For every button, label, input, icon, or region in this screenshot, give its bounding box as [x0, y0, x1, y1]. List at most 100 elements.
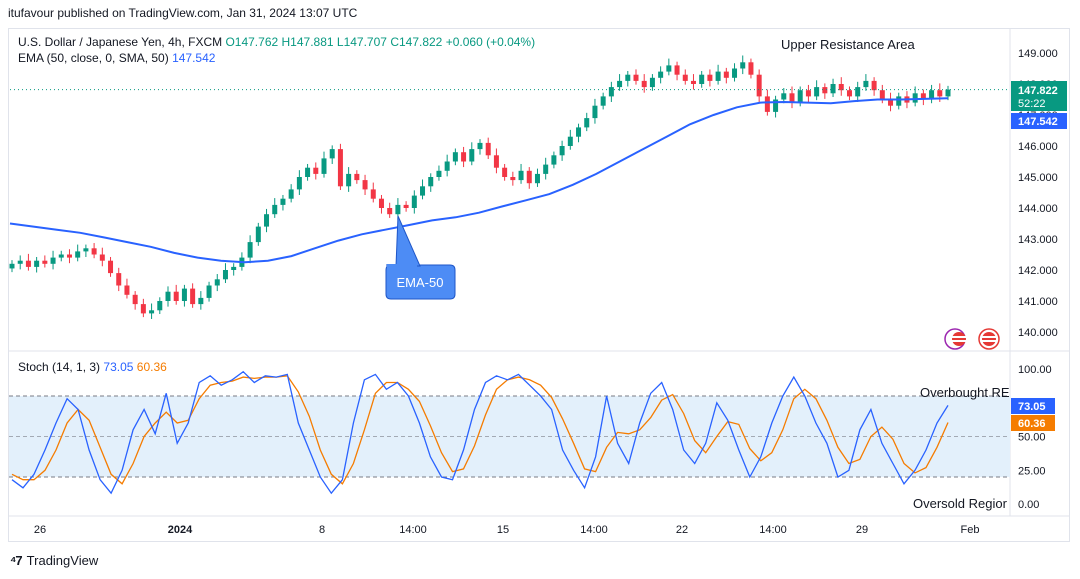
candle-body — [929, 90, 935, 100]
time-tick: 14:00 — [759, 524, 787, 536]
candle-body — [83, 248, 89, 252]
candle-body — [305, 167, 311, 177]
candle-body — [871, 80, 877, 91]
ohlc-change: +0.060 (+0.04%) — [445, 35, 536, 49]
candle-body — [395, 204, 401, 215]
candle-body — [452, 152, 458, 162]
ema-value: 147.542 — [172, 51, 216, 65]
candle-body — [436, 170, 442, 177]
candle-body — [773, 99, 779, 112]
stoch-label: Stoch (14, 1, 3) — [18, 360, 101, 374]
candle-body — [830, 84, 836, 94]
candle-body — [534, 173, 540, 184]
candle-body — [756, 74, 762, 97]
candle-body — [173, 291, 179, 301]
resistance-label: Upper Resistance Area — [781, 37, 915, 52]
price-tick: 144.000 — [1018, 203, 1058, 215]
candle-body — [132, 294, 138, 305]
stoch-d-value: 60.36 — [136, 360, 167, 374]
candle-body — [58, 254, 64, 258]
candle-body — [715, 71, 721, 81]
ema-label: EMA (50, close, 0, SMA, 50) — [18, 51, 169, 65]
candle-body — [206, 285, 212, 298]
candle-body — [42, 260, 48, 264]
candle-body — [559, 146, 565, 156]
ema-price-badge — [1011, 113, 1067, 129]
ohlc-high: H147.881 — [281, 35, 334, 49]
price-tick: 145.000 — [1018, 172, 1058, 184]
candle-body — [920, 93, 926, 100]
candle-body — [321, 158, 327, 174]
candle-body — [764, 96, 770, 112]
candle-body — [526, 170, 532, 184]
candle-body — [493, 155, 499, 168]
candle-body — [329, 149, 335, 159]
candle-body — [666, 65, 672, 72]
countdown-value: 52:22 — [1018, 98, 1046, 110]
time-axis: 26 2024 8 14:00 15 14:00 22 14:00 29 Feb — [34, 524, 980, 536]
candle-body — [888, 99, 894, 106]
candle-body — [124, 285, 130, 295]
candle-body — [846, 90, 852, 97]
candle-body — [222, 270, 228, 280]
stoch-k-value: 73.05 — [103, 360, 134, 374]
candle-body — [748, 62, 754, 75]
time-tick: 14:00 — [580, 524, 608, 536]
stoch-k-badge — [1011, 398, 1055, 414]
candle-body — [255, 226, 261, 243]
candle-body — [863, 80, 869, 88]
candle-body — [502, 167, 508, 177]
oversold-label: Oversold Regior — [913, 496, 1008, 511]
candle-body — [337, 149, 343, 187]
candle-body — [378, 198, 384, 208]
stoch-k-line — [11, 370, 949, 495]
candle-body — [649, 77, 655, 88]
overbought-label: Overbought RE — [920, 385, 1010, 400]
candle-body — [477, 142, 483, 150]
candle-body — [149, 310, 155, 314]
time-tick: 22 — [676, 524, 688, 536]
time-tick: 29 — [856, 524, 868, 536]
candle-body — [428, 177, 434, 187]
ohlc-close: C147.822 — [390, 35, 443, 49]
candle-body — [157, 301, 163, 311]
candle-body — [165, 291, 171, 301]
candle-body — [674, 65, 680, 75]
candle-body — [34, 260, 40, 267]
candle-body — [855, 87, 861, 97]
candle-body — [879, 90, 885, 100]
stoch-tick: 50.00 — [1018, 432, 1046, 444]
candle-body — [617, 80, 623, 88]
candle-body — [740, 62, 746, 69]
candle-body — [231, 266, 237, 270]
footer-brand: TradingView — [26, 553, 99, 568]
last-price-value: 147.822 — [1018, 85, 1058, 97]
price-tick: 142.000 — [1018, 265, 1058, 277]
stoch-axis: 0.00 25.00 50.00 100.00 — [1018, 364, 1052, 511]
price-tick: 149.000 — [1018, 48, 1058, 60]
candle-body — [25, 260, 31, 267]
candle-body — [814, 87, 820, 97]
ohlc-open: O147.762 — [225, 35, 279, 49]
candle-body — [543, 164, 549, 174]
candle-body — [723, 71, 729, 78]
candle-body — [682, 74, 688, 81]
tradingview-logo-icon: ⁴7 — [10, 553, 23, 568]
candle-body — [896, 96, 902, 106]
candle-body — [567, 136, 573, 146]
candle-body — [805, 90, 811, 97]
candle-body — [99, 254, 105, 261]
stoch-d-badge — [1011, 415, 1055, 431]
candle-body — [362, 180, 368, 190]
candle-body — [313, 167, 319, 174]
candle-body — [600, 96, 606, 106]
candle-body — [797, 90, 803, 103]
candle-body — [411, 195, 417, 208]
candle-body — [707, 74, 713, 81]
stoch-tick: 100.00 — [1018, 364, 1052, 376]
candle-body — [9, 263, 15, 269]
stoch-k-badge-value: 73.05 — [1018, 401, 1046, 413]
candle-body — [732, 68, 738, 78]
candle-body — [198, 297, 204, 305]
